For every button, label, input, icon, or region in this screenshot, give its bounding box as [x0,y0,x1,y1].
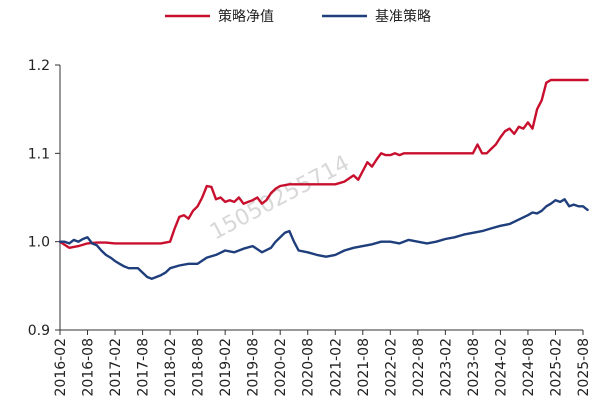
x-tick-label: 2022-02 [383,338,399,397]
x-tick-label: 2025-02 [548,338,564,397]
y-tick-label: 0.9 [28,323,50,339]
x-tick-label: 2019-02 [218,338,234,397]
y-tick-label: 1.0 [28,235,50,251]
watermark: 15050255714 [206,151,354,245]
x-tick-label: 2017-02 [108,338,124,397]
x-tick-label: 2020-08 [301,338,317,397]
x-tick-label: 2016-02 [53,338,69,397]
legend-label-strategy: 策略净值 [218,8,274,25]
y-tick-label: 1.2 [28,58,50,74]
x-tick-label: 2021-08 [356,338,372,397]
x-tick-label: 2020-02 [273,338,289,397]
x-tick-label: 2018-02 [163,338,179,397]
series-group [58,78,589,280]
x-tick-label: 2024-08 [521,338,537,397]
x-tick-label: 2016-08 [81,338,97,397]
x-tick-label: 2017-08 [136,338,152,397]
axes: 0.9 1.0 1.1 1.2 2016-02 2016-08 2017-02 2017-08… [28,58,592,397]
x-tick-label: 2022-08 [411,338,427,397]
y-tick-label: 1.1 [28,146,50,162]
legend-label-benchmark: 基准策略 [375,8,431,25]
x-tick-label: 2018-08 [191,338,207,397]
x-tick-label: 2023-08 [466,338,482,397]
x-tick-label: 2019-08 [246,338,262,397]
x-tick-label: 2024-02 [493,338,509,397]
series-line-strategy [58,78,589,250]
x-tick-label: 2021-02 [328,338,344,397]
series-line-benchmark [58,198,589,280]
x-tick-label: 2025-08 [576,338,592,397]
legend: 策略净值 基准策略 [165,8,431,25]
x-tick-label: 2023-02 [438,338,454,397]
